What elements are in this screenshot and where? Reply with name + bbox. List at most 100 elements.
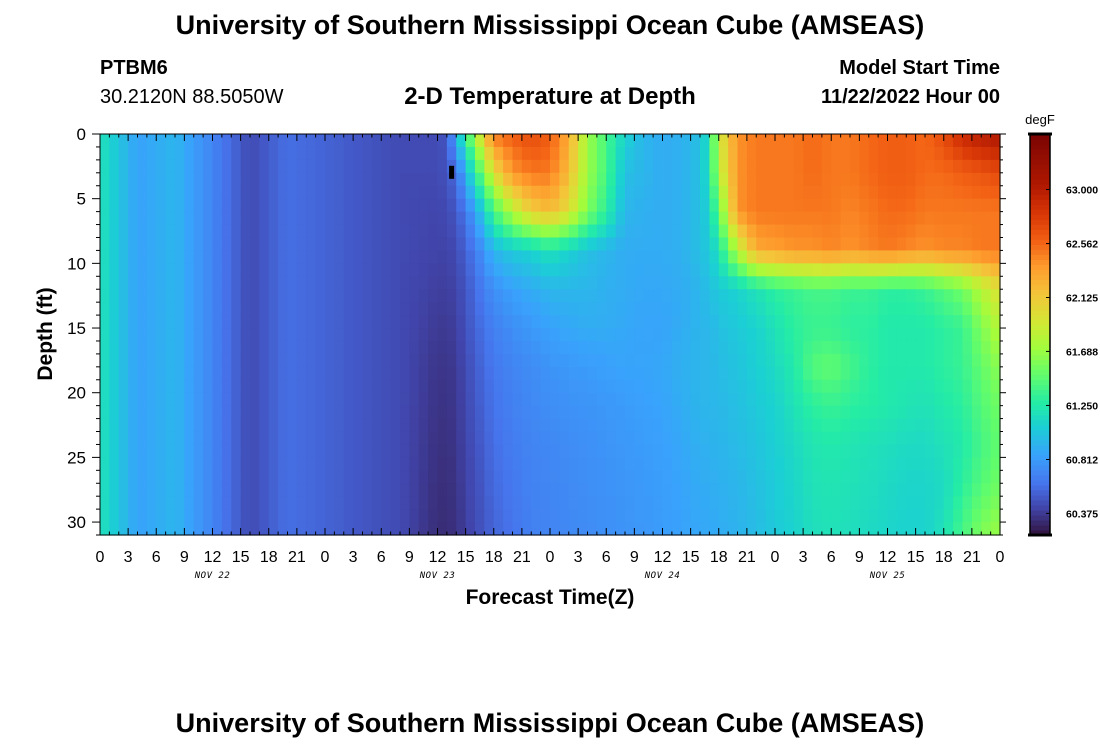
heatmap-cell	[934, 237, 945, 252]
heatmap-cell	[465, 198, 476, 213]
heatmap-cell	[109, 276, 120, 290]
heatmap-cell	[812, 134, 823, 148]
heatmap-cell	[371, 134, 382, 148]
heatmap-cell	[746, 146, 757, 161]
heatmap-cell	[615, 444, 626, 458]
heatmap-cell	[446, 379, 457, 394]
heatmap-cell	[746, 302, 757, 316]
heatmap-cell	[887, 405, 898, 420]
heatmap-cell	[128, 250, 139, 264]
heatmap-cell	[840, 276, 851, 290]
colorbar-segment	[1030, 384, 1050, 391]
heatmap-cell	[456, 470, 467, 484]
heatmap-cell	[887, 366, 898, 381]
heatmap-cell	[784, 224, 795, 239]
heatmap-cell	[165, 276, 176, 290]
heatmap-cell	[446, 315, 457, 329]
heatmap-cell	[887, 134, 898, 148]
x-tick-label: 15	[232, 549, 250, 566]
heatmap-cell	[390, 457, 401, 471]
heatmap-cell	[840, 315, 851, 329]
heatmap-cell	[418, 496, 429, 510]
heatmap-cell	[475, 211, 485, 226]
colorbar-segment	[1030, 484, 1050, 491]
heatmap-cell	[334, 496, 345, 510]
heatmap-cell	[446, 483, 457, 497]
heatmap-cell	[521, 250, 532, 264]
heatmap-cell	[259, 159, 270, 174]
heatmap-cell	[475, 353, 485, 368]
heatmap-cell	[831, 509, 842, 523]
heatmap-cell	[568, 159, 579, 174]
heatmap-cell	[746, 431, 757, 446]
heatmap-cell	[193, 457, 204, 471]
heatmap-cell	[128, 366, 139, 381]
heatmap-cell	[690, 431, 701, 446]
heatmap-cell	[878, 198, 889, 213]
heatmap-cell	[193, 276, 204, 290]
heatmap-cell	[906, 444, 917, 458]
heatmap-cell	[362, 185, 373, 200]
heatmap-cell	[606, 418, 617, 433]
heatmap-cell	[925, 224, 935, 239]
colorbar-segment	[1030, 454, 1050, 461]
heatmap-cell	[193, 198, 204, 213]
heatmap-cell	[971, 250, 982, 264]
heatmap-cell	[943, 134, 954, 148]
heatmap-cell	[362, 328, 373, 342]
heatmap-cell	[334, 211, 345, 226]
heatmap-cell	[456, 496, 467, 510]
heatmap-cell	[240, 289, 251, 303]
heatmap-cell	[437, 470, 448, 484]
heatmap-cell	[400, 172, 410, 187]
heatmap-cell	[831, 457, 842, 471]
heatmap-cell	[100, 224, 110, 239]
heatmap-cell	[456, 340, 467, 355]
heatmap-cell	[756, 340, 767, 355]
heatmap-cell	[493, 483, 504, 497]
heatmap-cell	[728, 250, 739, 264]
heatmap-cell	[587, 431, 598, 446]
heatmap-cell	[568, 134, 579, 148]
heatmap-cell	[840, 509, 851, 523]
heatmap-cell	[240, 146, 251, 161]
heatmap-cell	[606, 172, 617, 187]
heatmap-cell	[568, 353, 579, 368]
heatmap-cell	[531, 289, 542, 303]
heatmap-cell	[971, 418, 982, 433]
heatmap-cell	[765, 470, 776, 484]
heatmap-cell	[953, 392, 964, 407]
colorbar-segment	[1030, 434, 1050, 441]
heatmap-cell	[700, 483, 710, 497]
heatmap-cell	[521, 185, 532, 200]
heatmap-cell	[812, 263, 823, 277]
heatmap-cell	[484, 289, 495, 303]
model-start-value: 11/22/2022 Hour 00	[820, 86, 1000, 108]
heatmap-cell	[606, 159, 617, 174]
heatmap-cell	[475, 392, 485, 407]
heatmap-cell	[943, 185, 954, 200]
heatmap-cell	[803, 302, 814, 316]
heatmap-cell	[606, 328, 617, 342]
heatmap-cell	[981, 340, 992, 355]
heatmap-cell	[493, 509, 504, 523]
heatmap-cell	[775, 392, 785, 407]
heatmap-cell	[390, 315, 401, 329]
heatmap-cell	[156, 418, 167, 433]
heatmap-cell	[184, 211, 195, 226]
heatmap-cell	[653, 392, 664, 407]
heatmap-cell	[250, 457, 260, 471]
heatmap-cell	[662, 134, 673, 148]
heatmap-cell	[334, 185, 345, 200]
heatmap-cell	[503, 418, 514, 433]
heatmap-cell	[503, 302, 514, 316]
heatmap-cell	[690, 444, 701, 458]
heatmap-cell	[184, 418, 195, 433]
heatmap-cell	[315, 444, 326, 458]
heatmap-cell	[100, 315, 110, 329]
heatmap-cell	[268, 366, 279, 381]
heatmap-cell	[906, 237, 917, 252]
heatmap-cell	[231, 405, 242, 420]
heatmap-cell	[643, 315, 654, 329]
heatmap-cell	[156, 353, 167, 368]
